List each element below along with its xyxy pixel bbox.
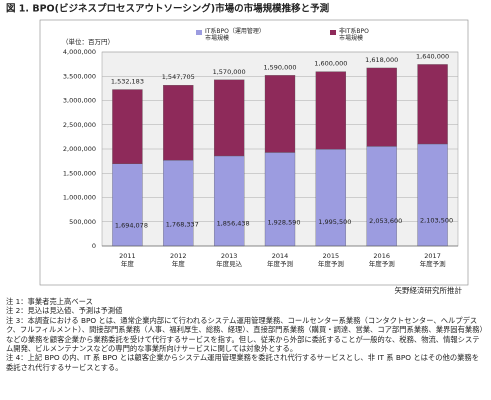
x-tick-label: 2017 年度予測 xyxy=(419,252,446,268)
y-tick-label: 2,000,000 xyxy=(63,145,96,153)
note: 注 3：本調査における BPO とは、通常企業内部にて行われるシステム運用管理業… xyxy=(6,315,484,354)
legend-label: IT系BPO（運用管理） 市場規模 xyxy=(205,28,265,42)
value-label: 1,768,337 xyxy=(166,221,199,229)
y-tick-label: 2,500,000 xyxy=(63,121,96,129)
value-label: 1,600,000 xyxy=(314,60,347,68)
unit-label: （単位：百万円） xyxy=(62,37,114,46)
y-tick-label: 3,500,000 xyxy=(63,72,96,80)
legend-swatch xyxy=(330,30,336,35)
bar-segment xyxy=(264,152,296,247)
y-tick-label: 4,000,000 xyxy=(63,48,96,56)
value-label: 1,547,705 xyxy=(162,73,195,81)
bar-segment xyxy=(163,160,194,247)
bar-segment xyxy=(417,64,448,145)
bar-segment xyxy=(213,79,245,157)
bar-segment xyxy=(366,67,397,147)
x-tick-label: 2015 年度予測 xyxy=(317,252,344,268)
bar-segment xyxy=(213,155,245,247)
y-tick-label: 1,000,000 xyxy=(63,194,96,202)
legend-swatch xyxy=(196,30,202,35)
value-label: 1,856,438 xyxy=(217,219,250,227)
value-label: 1,995,500 xyxy=(318,218,351,226)
x-tick-label: 2014 年度予測 xyxy=(267,252,293,268)
y-tick-label: 0 xyxy=(92,242,96,250)
bar-segment xyxy=(315,71,347,150)
bar-segment xyxy=(112,89,143,164)
value-label: 1,928,590 xyxy=(267,219,300,227)
value-label: 1,570,000 xyxy=(213,68,246,76)
legend-label: 非IT系BPO 市場規模 xyxy=(339,28,369,42)
value-label: 1,590,000 xyxy=(263,63,296,71)
bar-segment xyxy=(417,143,448,247)
chart-title: 図 1. BPO(ビジネスプロセスアウトソーシング)市場の市場規模推移と予測 xyxy=(6,3,329,15)
value-label: 2,103,500 xyxy=(420,216,453,224)
notes: 注 1：事業者売上高ベース注 2：見込は見込値、予測は予測値注 3：本調査におけ… xyxy=(6,297,486,372)
value-label: 1,694,078 xyxy=(115,221,148,229)
note: 注 2：見込は見込値、予測は予測値 xyxy=(6,306,123,316)
value-label: 2,053,600 xyxy=(369,217,402,225)
y-tick-label: 1,500,000 xyxy=(63,169,96,177)
note: 注 4：上記 BPO の内、IT 系 BPO とは顧客企業からシステム運用管理業… xyxy=(6,353,480,372)
chart-frame xyxy=(39,19,469,286)
y-tick-label: 500,000 xyxy=(69,218,96,226)
x-tick-label: 2012 年度 xyxy=(170,252,187,268)
source: 矢野経済研究所推計 xyxy=(395,285,463,295)
value-label: 1,618,000 xyxy=(365,56,398,64)
value-label: 1,532,183 xyxy=(111,78,144,86)
x-tick-label: 2016 年度予測 xyxy=(368,252,395,268)
bar-segment xyxy=(163,85,194,161)
note: 注 1：事業者売上高ベース xyxy=(6,297,93,306)
bar-segment xyxy=(366,146,397,247)
bar-segment xyxy=(264,75,296,153)
value-label: 1,640,000 xyxy=(416,52,449,60)
x-tick-label: 2011 年度 xyxy=(119,252,136,268)
x-tick-label: 2013 年度見込 xyxy=(216,252,243,268)
bar-segment xyxy=(112,163,143,247)
bar-segment xyxy=(315,149,347,247)
y-tick-label: 3,000,000 xyxy=(63,97,96,105)
